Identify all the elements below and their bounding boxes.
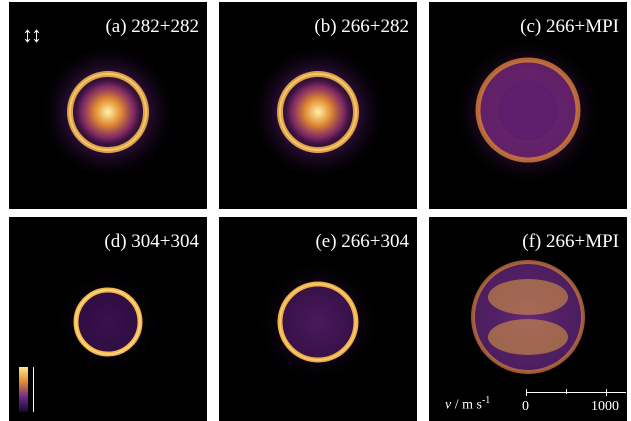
velocity-map-image-b — [248, 42, 388, 182]
velocity-map-image-a — [38, 42, 178, 182]
image-panel-a: ↕↕ (a) 282+282 — [9, 2, 207, 209]
velocity-scale-axis — [526, 392, 626, 393]
colorbar-ticks — [33, 367, 40, 412]
image-panel-b: (b) 266+282 — [219, 2, 417, 209]
velocity-scale-tick-0 — [526, 389, 527, 396]
panel-label-d: (d) 304+304 — [104, 231, 199, 252]
image-panel-c: (c) 266+MPI — [429, 2, 627, 209]
colorbar — [19, 367, 28, 412]
velocity-map-image-e — [253, 257, 383, 387]
velocity-scale-tick-label-1000: 1000 — [591, 399, 619, 414]
velocity-scale-tick-1000 — [606, 389, 607, 396]
panel-label-e: (e) 266+304 — [315, 231, 409, 252]
polarization-icon: ↕↕ — [22, 22, 42, 47]
velocity-scale-label: v / m s-1 — [445, 395, 490, 414]
image-panel-d: (d) 304+304 — [9, 217, 207, 421]
velocity-unit-exponent: -1 — [481, 395, 491, 406]
velocity-map-image-c — [453, 37, 603, 187]
velocity-scale-tick-mid — [566, 389, 567, 394]
image-panel-f: (f) 266+MPI v / m s-1 0 1000 — [429, 217, 627, 421]
image-panel-e: (e) 266+304 — [219, 217, 417, 421]
velocity-scale-tick-label-0: 0 — [522, 399, 529, 414]
velocity-map-image-d — [53, 267, 163, 377]
panel-label-c: (c) 266+MPI — [520, 16, 619, 37]
velocity-unit: / m s — [454, 397, 482, 413]
panel-label-a: (a) 282+282 — [105, 16, 199, 37]
panel-label-f: (f) 266+MPI — [522, 231, 619, 252]
panel-label-b: (b) 266+282 — [314, 16, 409, 37]
velocity-symbol: v — [445, 397, 452, 413]
velocity-map-image-f — [458, 247, 598, 387]
